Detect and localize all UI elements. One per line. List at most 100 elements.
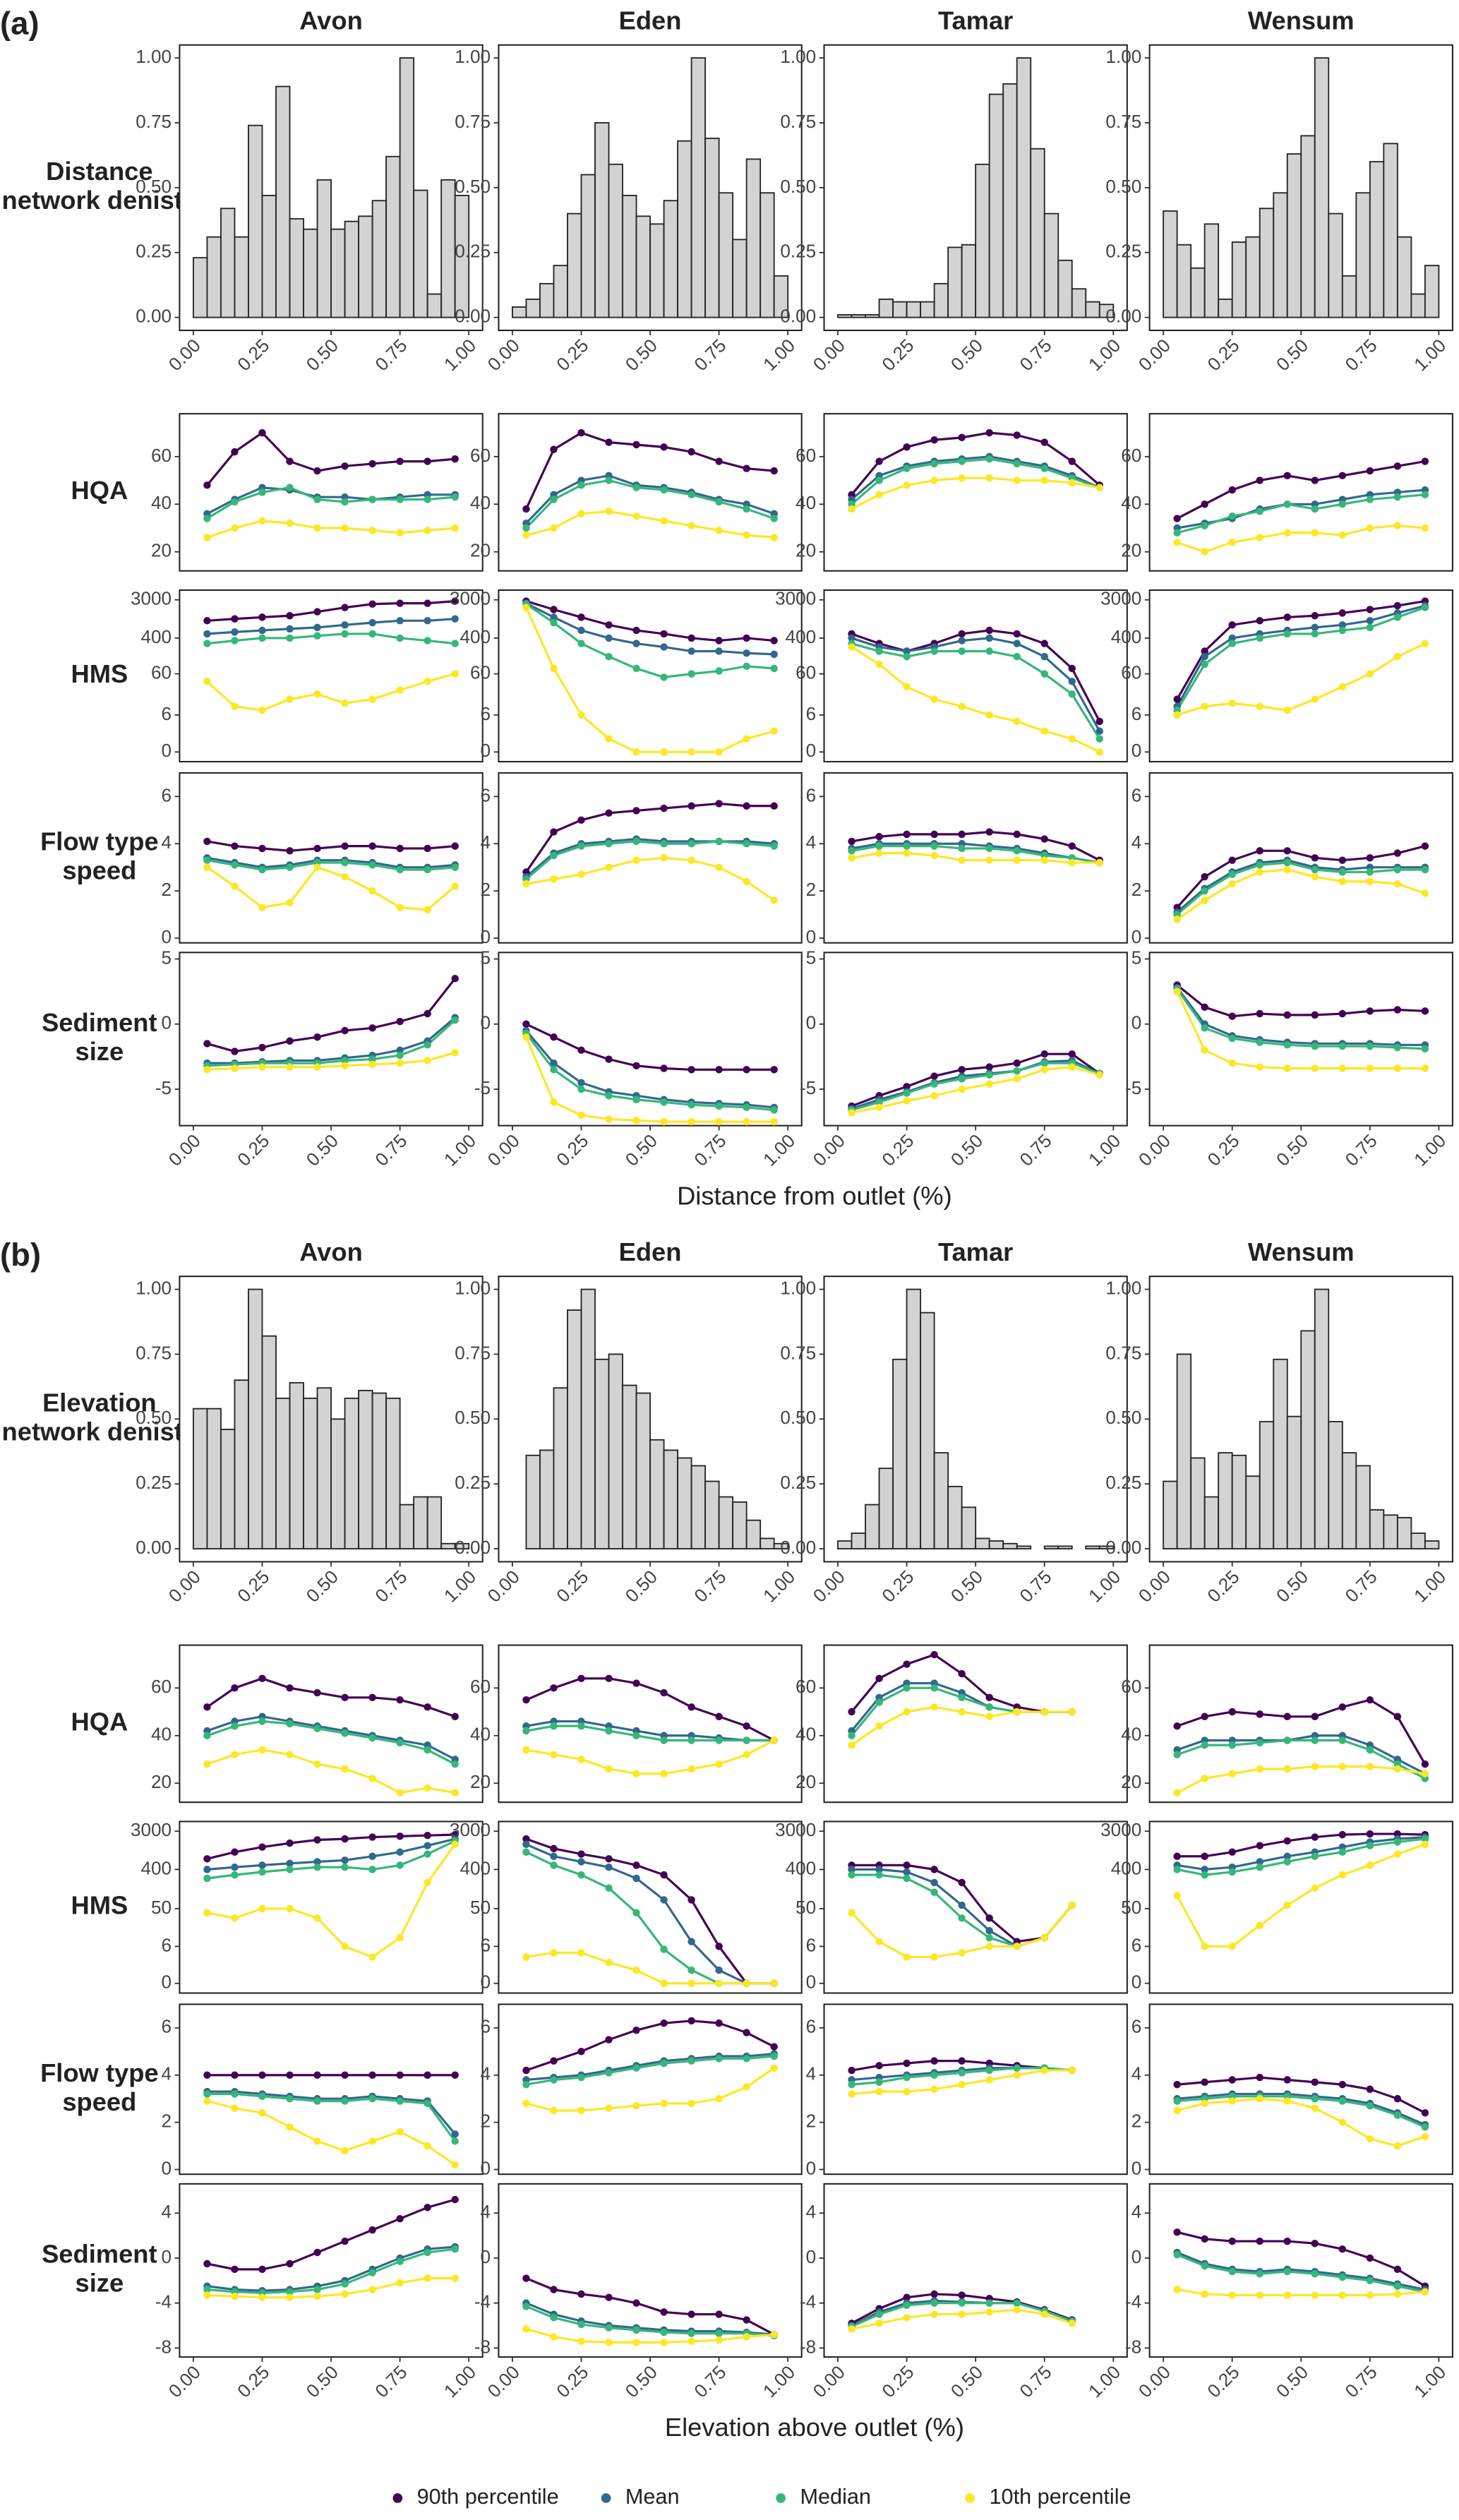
- panel-frame: [179, 1820, 484, 1994]
- y-tick-label: 0: [806, 2157, 817, 2178]
- data-point: [341, 1765, 349, 1773]
- data-point: [632, 484, 640, 491]
- data-point: [203, 863, 211, 871]
- y-tick-label: 1.00: [455, 1277, 491, 1298]
- histogram-bar: [193, 257, 208, 318]
- series-line: [206, 1715, 456, 1760]
- data-point: [1228, 2291, 1236, 2299]
- data-point: [550, 664, 558, 673]
- data-point: [1068, 1901, 1076, 1909]
- data-point: [203, 2090, 211, 2098]
- histogram-bar: [248, 124, 263, 318]
- x-tick-label: 0.25: [233, 335, 273, 375]
- y-tick-label: 0.75: [455, 111, 491, 132]
- data-point: [1013, 431, 1021, 439]
- series-line: [207, 1051, 456, 1071]
- data-point: [688, 670, 695, 678]
- data-point: [286, 2260, 294, 2268]
- data-point: [1338, 868, 1347, 876]
- histogram-bar: [413, 1496, 428, 1550]
- data-point: [743, 1066, 750, 1074]
- x-tick-label: 0.75: [1016, 2361, 1056, 2401]
- data-point: [875, 2310, 883, 2318]
- data-point: [1228, 1012, 1236, 1020]
- data-point: [286, 2288, 294, 2296]
- data-point: [577, 510, 585, 518]
- x-tick-label: 0.25: [1203, 1130, 1243, 1170]
- data-point: [1283, 858, 1291, 867]
- data-point: [1201, 522, 1208, 529]
- data-point: [715, 527, 723, 534]
- histogram-bar: [580, 1288, 596, 1550]
- data-point: [577, 626, 585, 635]
- x-tick-label: 0.75: [1341, 1130, 1381, 1170]
- data-point: [605, 1958, 613, 1967]
- series-line: [1177, 1832, 1425, 1858]
- data-point: [550, 496, 558, 503]
- data-point: [286, 2094, 294, 2103]
- x-tick-label: 0.00: [484, 2361, 524, 2401]
- data-point: [396, 457, 404, 465]
- y-tick-label: 20: [1121, 540, 1141, 561]
- histogram-bar: [248, 1288, 263, 1550]
- data-point: [985, 2299, 993, 2307]
- data-point: [958, 856, 966, 864]
- data-point: [451, 1016, 459, 1024]
- data-point: [313, 1033, 321, 1041]
- y-tick-label: -8: [155, 2336, 172, 2357]
- y-tick-label: 6: [481, 784, 491, 805]
- data-point: [930, 436, 938, 444]
- data-point: [203, 1040, 211, 1048]
- data-point: [1228, 640, 1236, 647]
- data-point: [451, 842, 459, 850]
- row-label: size: [75, 2268, 124, 2297]
- data-point: [1283, 2267, 1291, 2276]
- data-point: [1068, 1708, 1076, 1716]
- x-tick-label: 0.75: [690, 335, 730, 375]
- data-point: [1256, 2270, 1263, 2278]
- y-tick-label: 6: [162, 784, 172, 805]
- data-point: [1366, 1696, 1374, 1704]
- y-tick-label: 0: [806, 1012, 817, 1033]
- y-tick-label: 0.50: [455, 1407, 491, 1428]
- panel-frame: [823, 2183, 1128, 2358]
- data-point: [550, 2286, 558, 2293]
- series-line: [1177, 2253, 1426, 2293]
- data-point: [715, 1979, 723, 1987]
- data-point: [1366, 2291, 1374, 2299]
- x-tick-label: 0.25: [877, 1566, 918, 1607]
- y-tick-label: 0: [806, 926, 817, 947]
- histogram-bar: [732, 239, 747, 318]
- data-point: [550, 524, 558, 532]
- x-tick-label: 0.50: [947, 1130, 987, 1170]
- y-tick-label: 2: [806, 879, 817, 900]
- histogram-bar: [316, 179, 332, 318]
- data-point: [203, 481, 211, 489]
- data-point: [1338, 1871, 1347, 1879]
- data-point: [451, 524, 459, 532]
- panel-frame: [498, 1820, 803, 1994]
- data-point: [1311, 1763, 1319, 1770]
- data-point: [286, 1904, 294, 1913]
- data-point: [660, 1064, 668, 1072]
- y-tick-label: 40: [1121, 492, 1141, 513]
- histogram-bar: [663, 200, 679, 318]
- series-line: [526, 1724, 774, 1742]
- y-tick-label: 3000: [775, 588, 816, 609]
- x-tick-label: 1.00: [1410, 335, 1450, 375]
- data-point: [1366, 854, 1374, 862]
- histogram-bar: [206, 1408, 222, 1550]
- histogram-bar: [1203, 223, 1220, 318]
- data-point: [1366, 467, 1374, 475]
- data-point: [286, 625, 294, 633]
- data-point: [715, 2019, 723, 2027]
- data-point: [368, 496, 376, 503]
- data-point: [1421, 865, 1429, 874]
- histogram-bar: [1286, 1415, 1302, 1550]
- data-point: [1201, 1741, 1208, 1749]
- data-point: [770, 534, 778, 541]
- series-line: [1176, 606, 1426, 711]
- panel-frame: [823, 1820, 1128, 1994]
- series-line: [851, 476, 1100, 510]
- y-tick-label: 0.25: [780, 1472, 816, 1493]
